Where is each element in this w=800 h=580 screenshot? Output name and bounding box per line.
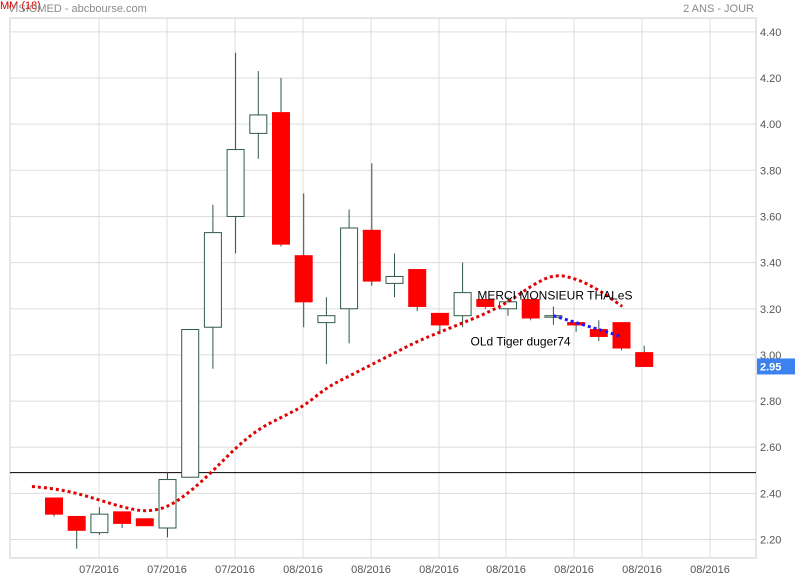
y-tick-label: 2.80 (760, 396, 781, 408)
candle (226, 52, 245, 254)
candle (521, 299, 540, 321)
moving-average-path (31, 274, 624, 513)
x-tick-label: 08/2016 (554, 564, 594, 576)
y-tick-label: 2.20 (760, 535, 781, 547)
candle (408, 269, 427, 312)
x-tick-label: 08/2016 (351, 564, 391, 576)
candle-body (294, 255, 313, 303)
candle-body (181, 329, 200, 478)
x-tick-label: 07/2016 (215, 564, 255, 576)
y-tick-label: 3.20 (760, 304, 781, 316)
candle (476, 299, 495, 309)
y-tick-label: 3.40 (760, 258, 781, 270)
candle (317, 297, 336, 365)
x-tick-label: 08/2016 (690, 564, 730, 576)
candle-body (476, 299, 495, 307)
moving-average-line (31, 274, 624, 513)
candle (430, 312, 449, 335)
candle-body (385, 275, 404, 284)
candle-body (408, 269, 427, 307)
last-price-badge-box (757, 358, 795, 375)
candle-body (317, 315, 336, 324)
candle-body (340, 227, 359, 310)
last-price-badge: 2.95 (757, 358, 795, 375)
x-tick-label: 08/2016 (419, 564, 459, 576)
candle-body (612, 322, 631, 349)
y-tick-label: 3.80 (760, 165, 781, 177)
candle-body (499, 301, 517, 310)
trendline-path (552, 314, 622, 338)
x-tick-label: 07/2016 (79, 564, 119, 576)
candle-body (226, 149, 245, 217)
plot-frame (9, 17, 757, 559)
x-tick-label: 08/2016 (486, 564, 526, 576)
candle-body (45, 497, 63, 515)
candle-body (430, 312, 449, 326)
candle-body (635, 352, 654, 367)
candle (272, 78, 290, 247)
chart-grid (9, 17, 757, 559)
candle (135, 518, 154, 527)
last-price-value: 2.95 (760, 361, 781, 373)
candle-body (90, 513, 109, 534)
candle (362, 163, 381, 286)
candle (635, 345, 654, 367)
candle-body (249, 114, 268, 134)
y-tick-label: 4.40 (760, 27, 781, 39)
candle (203, 204, 222, 369)
y-tick-label: 2.60 (760, 442, 781, 454)
y-tick-label: 4.20 (760, 73, 781, 85)
y-tick-label: 3.60 (760, 211, 781, 223)
candle-body (272, 112, 290, 245)
trendline (552, 314, 622, 338)
x-tick-label: 08/2016 (622, 564, 662, 576)
x-tick-label: 07/2016 (147, 564, 187, 576)
candle (45, 497, 63, 517)
candle-body (158, 479, 177, 529)
candle-body (589, 329, 608, 337)
candle (385, 253, 404, 298)
candle (181, 329, 200, 478)
annotation-text: OLd Tiger duger74 (471, 335, 571, 349)
y-tick-label: 4.00 (760, 119, 781, 131)
annotation-text: MERCI MONSIEUR THALeS (477, 289, 632, 303)
x-axis-ticks: 07/2016 07/2016 07/2016 08/2016 08/2016 08/20… (79, 564, 730, 576)
candle (340, 209, 359, 344)
candle (67, 515, 86, 549)
chart-title: VISIOMED - abcbourse.com (8, 3, 147, 15)
candle-body (203, 232, 222, 328)
candle-body (521, 299, 540, 319)
candle (249, 71, 268, 159)
y-tick-label: 2.40 (760, 488, 781, 500)
candle (589, 320, 608, 342)
candle (453, 262, 472, 328)
candle-body (135, 518, 154, 527)
candle (294, 193, 313, 328)
candle (90, 507, 109, 535)
candle-body (113, 511, 132, 524)
candle-body (67, 515, 86, 531)
period-label: 2 ANS - JOUR (683, 3, 754, 15)
x-tick-label: 08/2016 (283, 564, 323, 576)
candle (113, 511, 132, 528)
candle-body (453, 292, 472, 317)
y-axis-ticks: 2.202.402.602.803.003.203.403.603.804.00… (760, 27, 781, 547)
candle-body (362, 229, 381, 282)
candles (45, 52, 654, 549)
annotations: MERCI MONSIEUR THALeS OLd Tiger duger74 (471, 289, 633, 349)
indicator-label: MM (18) (0, 0, 41, 12)
